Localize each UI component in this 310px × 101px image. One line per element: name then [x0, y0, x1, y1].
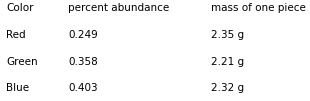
Text: 2.21 g: 2.21 g: [211, 57, 244, 67]
Text: Red: Red: [6, 30, 26, 40]
Text: Color: Color: [6, 3, 34, 13]
Text: 2.35 g: 2.35 g: [211, 30, 244, 40]
Text: Green: Green: [6, 57, 38, 67]
Text: mass of one piece: mass of one piece: [211, 3, 306, 13]
Text: 0.358: 0.358: [68, 57, 98, 67]
Text: 0.403: 0.403: [68, 83, 98, 93]
Text: 2.32 g: 2.32 g: [211, 83, 244, 93]
Text: 0.249: 0.249: [68, 30, 98, 40]
Text: Blue: Blue: [6, 83, 29, 93]
Text: percent abundance: percent abundance: [68, 3, 170, 13]
